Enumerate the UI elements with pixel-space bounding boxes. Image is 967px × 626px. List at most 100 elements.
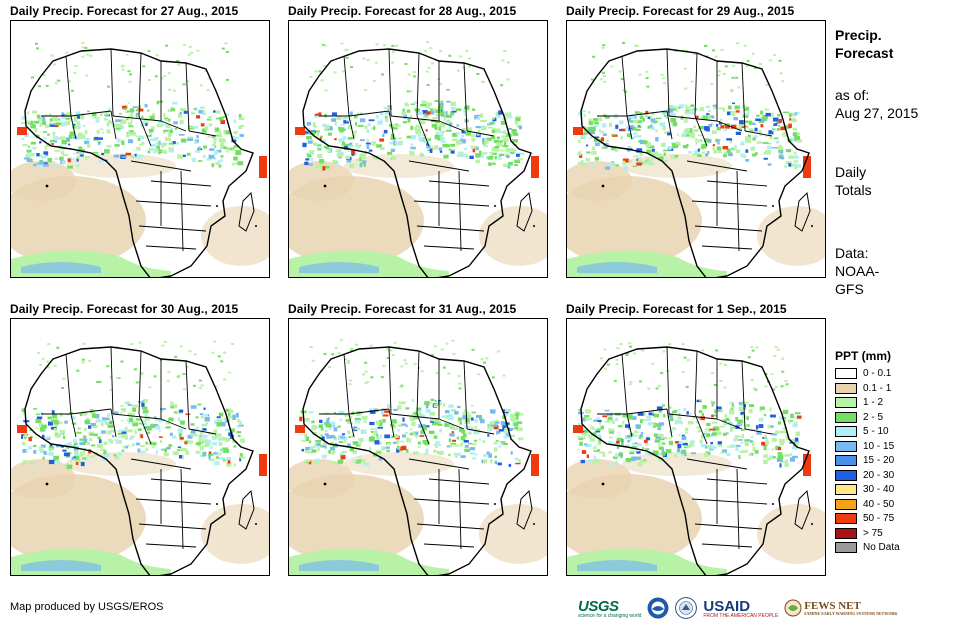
precip-cell (326, 435, 332, 439)
precip-cell (640, 139, 643, 145)
precip-cell (665, 449, 672, 454)
precip-cell (236, 431, 242, 434)
precip-cell (743, 44, 747, 47)
precip-cell (178, 433, 182, 437)
precip-cell (748, 453, 752, 457)
precip-cell (793, 416, 797, 419)
precip-cell (641, 349, 645, 352)
precip-cell (223, 351, 227, 354)
precip-cell (460, 139, 466, 144)
precip-cell (578, 140, 581, 143)
precip-cell (726, 432, 729, 435)
precip-cell (351, 434, 355, 438)
precip-cell (54, 157, 58, 160)
precip-cell (74, 458, 81, 463)
precip-cell (205, 443, 211, 446)
precip-cell (228, 409, 233, 412)
island (216, 503, 218, 505)
precip-cell (191, 429, 196, 434)
precip-cell (429, 148, 433, 153)
precip-cell (731, 113, 736, 117)
precip-cell (767, 142, 772, 145)
precip-cell (130, 113, 134, 118)
precip-cell (782, 427, 786, 430)
precip-cell (796, 132, 801, 135)
precip-cell (518, 437, 524, 441)
precip-cell (463, 433, 467, 438)
precip-cell (781, 80, 785, 83)
precip-cell (403, 359, 407, 362)
precip-cell (485, 156, 489, 160)
precip-cell (127, 139, 134, 144)
precip-cell (208, 116, 212, 120)
precip-cell (685, 106, 691, 111)
precip-cell (349, 447, 354, 452)
precip-cell (220, 146, 227, 149)
precip-cell (220, 142, 225, 146)
country-border (668, 115, 718, 122)
precip-cell (87, 110, 90, 113)
precip-cell (482, 459, 488, 464)
precip-cell (354, 122, 357, 126)
precip-cell (193, 108, 197, 110)
precip-cell (54, 420, 59, 425)
precip-cell (602, 123, 607, 128)
precip-cell (62, 377, 66, 380)
precip-cell (215, 150, 219, 155)
island (811, 225, 813, 227)
precip-cell (38, 161, 45, 165)
precip-cell (672, 144, 678, 148)
precip-cell (729, 410, 735, 415)
precip-cell (782, 409, 789, 414)
precip-cell (708, 430, 712, 432)
precip-cell (132, 106, 138, 108)
precip-cell (416, 407, 422, 411)
precip-cell (379, 419, 382, 425)
precip-cell (656, 117, 662, 120)
precip-cell (489, 427, 492, 432)
precip-cell (770, 414, 776, 418)
precip-cell (318, 424, 324, 428)
precip-cell (384, 434, 390, 439)
precip-cell (735, 110, 740, 113)
precip-cell (70, 460, 73, 463)
precip-cell (74, 135, 80, 140)
precip-cell (700, 416, 705, 421)
precip-cell (681, 343, 685, 346)
country-border (70, 110, 112, 117)
precip-cell (309, 150, 315, 155)
precip-cell (299, 416, 303, 422)
country-border (741, 62, 746, 132)
precip-cell (214, 461, 220, 466)
precip-cell (203, 110, 206, 115)
usaid-logo: USAID FROM THE AMERICAN PEOPLE (703, 597, 779, 619)
precip-cell (114, 411, 119, 414)
precip-cell (82, 457, 86, 460)
precip-cell (740, 153, 744, 157)
precip-cell (498, 440, 501, 443)
precip-cell (426, 41, 430, 44)
precip-cell (166, 446, 171, 450)
precip-cell (196, 49, 200, 52)
precip-cell (656, 151, 659, 155)
precip-cell (352, 460, 356, 463)
precip-cell (795, 112, 798, 115)
precip-cell (613, 379, 617, 382)
precip-cell (326, 418, 330, 423)
precip-cell (692, 416, 695, 420)
precip-cell (239, 420, 242, 425)
precip-cell (581, 110, 587, 113)
precip-cell (767, 457, 772, 461)
precip-cell (618, 120, 624, 125)
precip-cell (93, 117, 100, 119)
precip-cell (87, 451, 90, 457)
precip-cell (645, 110, 649, 115)
precip-cell (413, 415, 419, 420)
precip-cell (452, 110, 457, 113)
totals-line-2: Totals (835, 182, 872, 198)
precip-cell (213, 156, 217, 160)
precip-cell (173, 404, 178, 409)
precip-cell (400, 384, 404, 387)
precip-cell (671, 142, 676, 145)
precip-cell (589, 434, 595, 437)
